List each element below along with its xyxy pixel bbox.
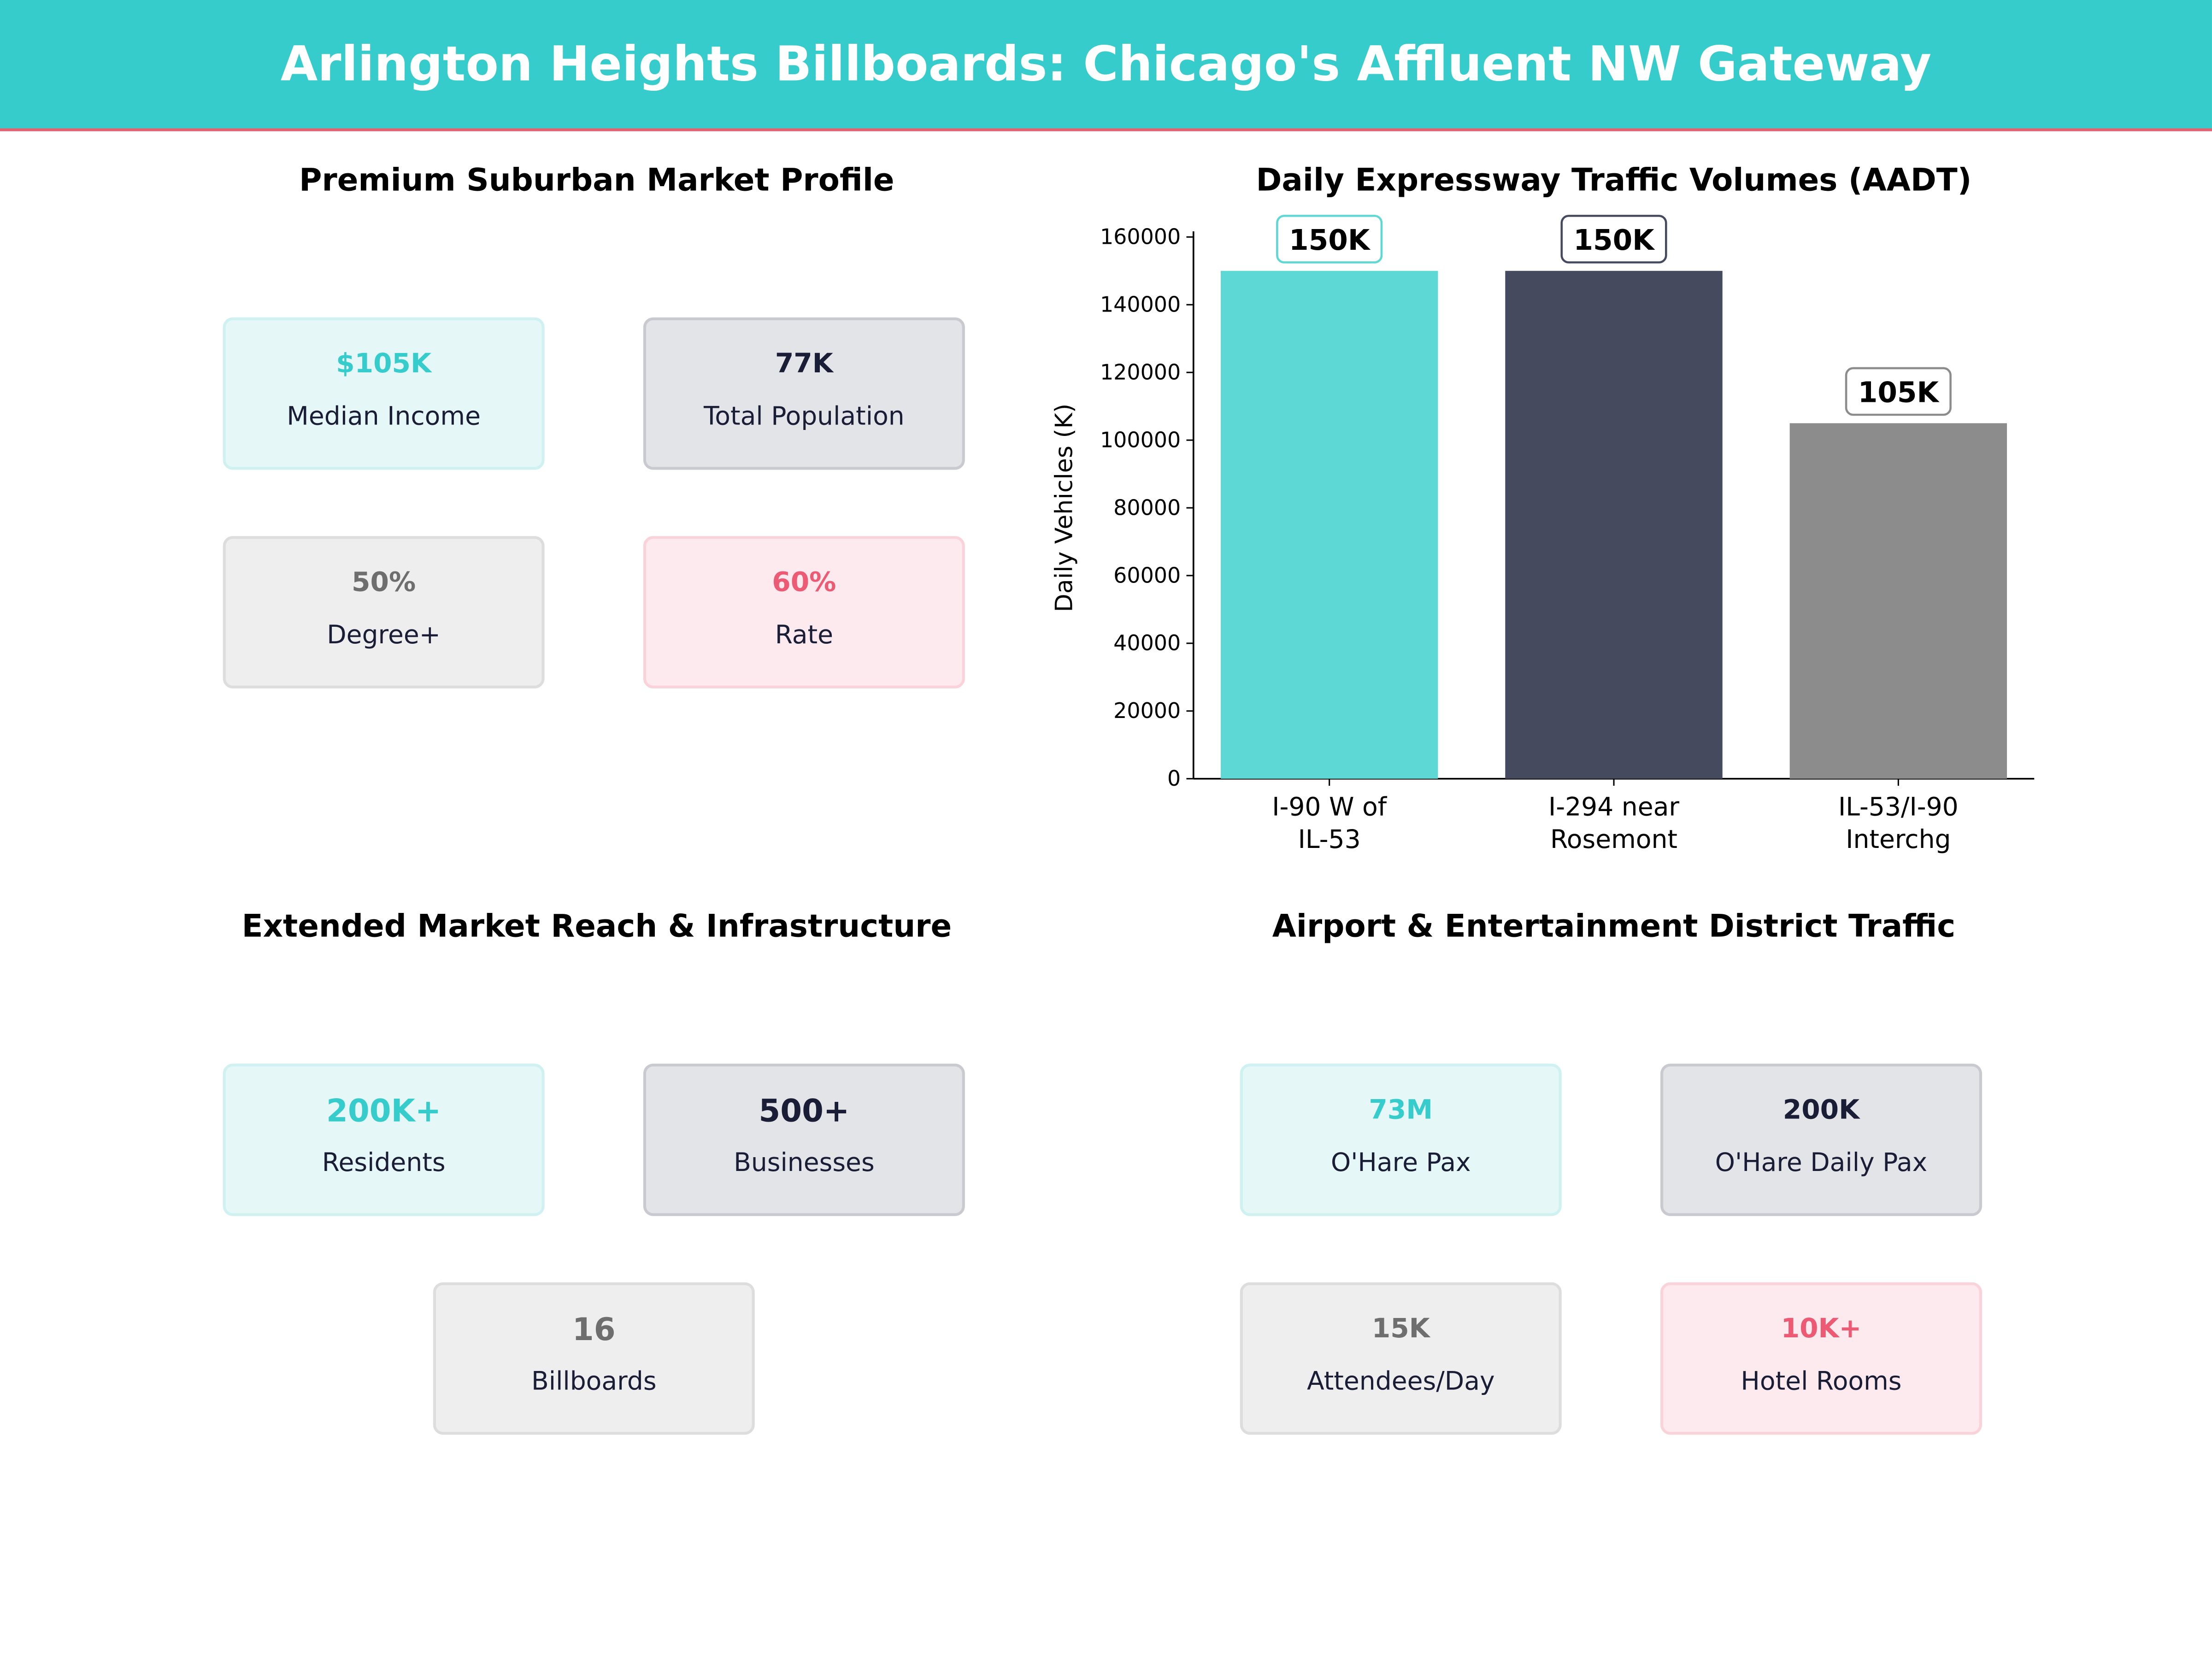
stat-value: 77K	[775, 348, 833, 380]
stat-card: $105K Median Income	[223, 317, 545, 470]
bar	[1220, 271, 1438, 779]
stat-value: 15K	[1371, 1313, 1430, 1345]
data-label: 105K	[1858, 376, 1940, 409]
data-label: 150K	[1573, 224, 1655, 257]
y-axis-label: Daily Vehicles (K)	[1051, 404, 1078, 612]
stat-value: 50%	[352, 567, 416, 598]
y-tick-label: 80000	[1113, 495, 1181, 520]
stat-card: 500+ Businesses	[643, 1064, 965, 1216]
stat-card: 16 Billboards	[433, 1282, 755, 1435]
stat-label: Businesses	[734, 1148, 875, 1178]
x-tick-label: Interchg	[1846, 824, 1951, 854]
page-title: Arlington Heights Billboards: Chicago's …	[280, 36, 1932, 93]
stat-card: 50% Degree+	[223, 536, 545, 688]
stat-label: Degree+	[327, 620, 441, 651]
stat-value: $105K	[336, 348, 432, 380]
extended-reach-title: Extended Market Reach & Infrastructure	[241, 910, 952, 946]
x-tick-label: Rosemont	[1550, 824, 1677, 854]
stat-value: 200K+	[326, 1094, 441, 1130]
market-profile-title: Premium Suburban Market Profile	[299, 164, 894, 199]
data-label: 150K	[1289, 224, 1371, 257]
stat-label: Total Population	[704, 402, 905, 432]
chart-title: Daily Expressway Traffic Volumes (AADT)	[1256, 164, 1972, 199]
x-tick-label: IL-53	[1298, 824, 1361, 854]
stat-card: 73M O'Hare Pax	[1240, 1064, 1562, 1216]
stat-card: 200K+ Residents	[223, 1064, 545, 1216]
airport-title: Airport & Entertainment District Traffic	[1272, 910, 1956, 946]
y-tick-label: 100000	[1100, 427, 1181, 452]
stat-label: Attendees/Day	[1306, 1367, 1495, 1397]
stat-card: 15K Attendees/Day	[1240, 1282, 1562, 1435]
data-label-box	[1560, 215, 1667, 264]
header: Arlington Heights Billboards: Chicago's …	[0, 0, 2212, 131]
y-tick-label: 20000	[1113, 698, 1181, 723]
data-label-box	[1276, 215, 1383, 264]
bar	[1505, 271, 1723, 779]
y-tick-label: 160000	[1100, 224, 1181, 249]
x-tick-label: I-294 near	[1548, 792, 1679, 821]
bar	[1789, 423, 2007, 779]
y-tick-label: 60000	[1113, 563, 1181, 588]
stat-card: 200K O'Hare Daily Pax	[1660, 1064, 1982, 1216]
stat-card: 10K+ Hotel Rooms	[1660, 1282, 1982, 1435]
stat-value: 16	[572, 1313, 616, 1349]
stat-label: Rate	[775, 620, 834, 651]
y-tick-label: 40000	[1113, 630, 1181, 655]
stat-value: 200K	[1783, 1094, 1860, 1126]
stat-label: Median Income	[287, 402, 481, 432]
stat-value: 73M	[1369, 1094, 1433, 1126]
y-tick-label: 120000	[1100, 359, 1181, 384]
stat-label: Hotel Rooms	[1741, 1367, 1902, 1397]
stat-value: 10K+	[1781, 1313, 1862, 1345]
stat-label: O'Hare Daily Pax	[1715, 1148, 1928, 1178]
stat-label: Residents	[322, 1148, 446, 1178]
y-tick-label: 0	[1167, 766, 1181, 791]
y-tick-label: 140000	[1100, 292, 1181, 317]
stat-value: 500+	[759, 1094, 850, 1130]
x-tick-label: I-90 W of	[1272, 792, 1387, 821]
x-tick-label: IL-53/I-90	[1838, 792, 1959, 821]
stat-label: Billboards	[531, 1367, 657, 1397]
stat-card: 77K Total Population	[643, 317, 965, 470]
data-label-box	[1845, 367, 1952, 416]
stat-card: 60% Rate	[643, 536, 965, 688]
stat-label: O'Hare Pax	[1330, 1148, 1471, 1178]
stat-value: 60%	[772, 567, 836, 598]
